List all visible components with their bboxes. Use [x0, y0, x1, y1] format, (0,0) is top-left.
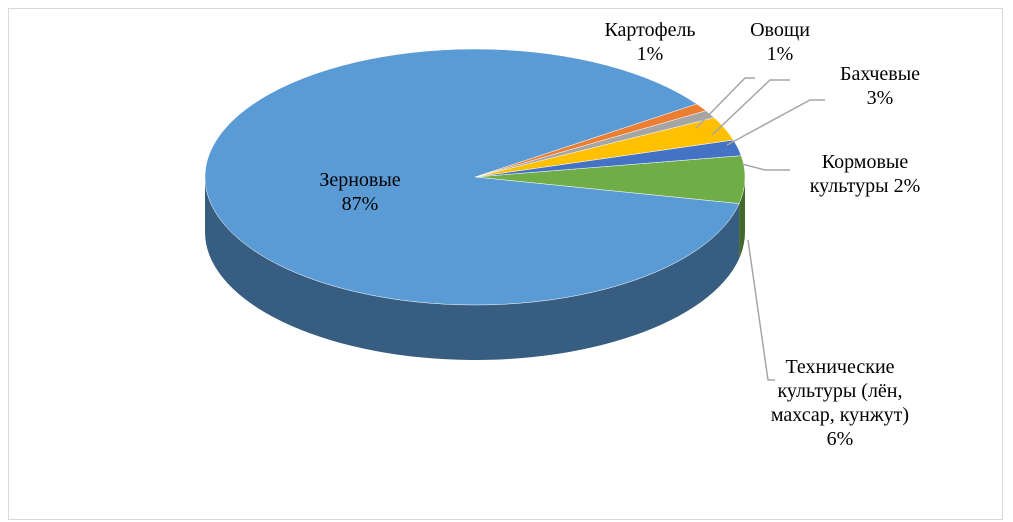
category-label: Картофель	[604, 19, 696, 41]
leader-line	[711, 79, 790, 136]
leader-line	[695, 77, 755, 129]
data-label: Картофель 1%	[570, 18, 730, 66]
value-label: 2%	[893, 175, 921, 197]
leader-line	[747, 239, 775, 381]
category-label: Бахчевые	[839, 63, 921, 85]
slice-side	[739, 177, 745, 259]
leader-line	[726, 99, 825, 146]
value-label: 1%	[636, 43, 664, 65]
data-label: Зерновые 87%	[290, 168, 430, 216]
data-label: Технические культуры (лён, махсар, кунжу…	[760, 355, 920, 451]
chart-frame	[8, 8, 1003, 520]
slice-side	[205, 177, 740, 360]
category-label: Зерновые	[319, 169, 401, 191]
leader-line	[741, 163, 790, 171]
leader-lines	[695, 77, 825, 381]
pie-sides	[205, 177, 745, 360]
value-label: 87%	[341, 193, 379, 215]
value-label: 6%	[826, 428, 854, 450]
data-label: Бахчевые 3%	[815, 62, 945, 110]
slice	[204, 48, 740, 306]
data-label: Кормовые культуры 2%	[770, 150, 960, 198]
data-label: Овощи 1%	[730, 18, 830, 66]
value-label: 1%	[766, 43, 794, 65]
category-label: Технические культуры (лён, махсар, кунжу…	[770, 356, 910, 426]
value-label: 3%	[866, 87, 894, 109]
pie-tops	[204, 48, 746, 306]
category-label: Кормовые культуры	[809, 151, 909, 197]
category-label: Овощи	[750, 19, 810, 41]
